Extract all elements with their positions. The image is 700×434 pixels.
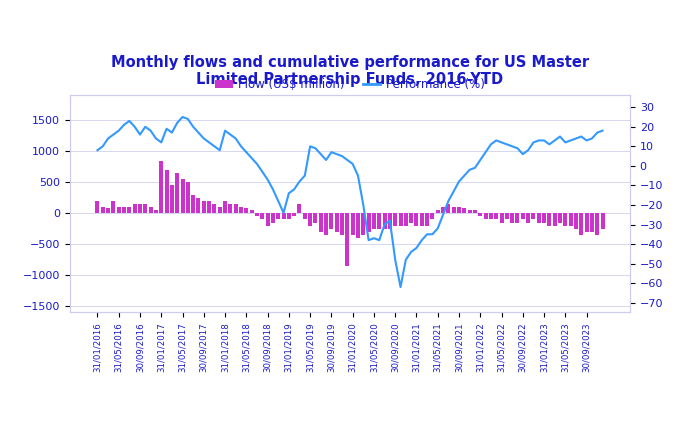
Bar xyxy=(340,213,344,235)
Bar xyxy=(356,213,360,238)
Bar xyxy=(547,213,552,226)
Bar xyxy=(526,213,530,223)
Bar xyxy=(414,213,419,226)
Bar xyxy=(335,213,339,232)
Bar xyxy=(393,213,397,226)
Bar xyxy=(250,210,253,213)
Bar xyxy=(197,198,200,213)
Bar xyxy=(462,208,466,213)
Bar xyxy=(601,213,605,229)
Bar xyxy=(106,208,110,213)
Bar xyxy=(281,213,286,220)
Bar xyxy=(500,213,503,223)
Bar xyxy=(351,213,355,235)
Bar xyxy=(447,204,450,213)
Bar xyxy=(154,210,158,213)
Bar xyxy=(122,207,126,213)
Bar xyxy=(308,213,312,226)
Bar xyxy=(478,213,482,217)
Bar xyxy=(494,213,498,220)
Bar xyxy=(531,213,536,220)
Bar xyxy=(435,210,440,213)
Bar xyxy=(111,201,116,213)
Bar xyxy=(580,213,583,235)
Bar xyxy=(441,207,445,213)
Title: Monthly flows and cumulative performance for US Master
Limited Partnership Funds: Monthly flows and cumulative performance… xyxy=(111,55,589,87)
Bar xyxy=(521,213,525,220)
Bar xyxy=(318,213,323,232)
Bar xyxy=(410,213,413,223)
Bar xyxy=(191,195,195,213)
Bar xyxy=(377,213,382,229)
Bar xyxy=(324,213,328,235)
Legend: Flow (US$ million), Performance (%): Flow (US$ million), Performance (%) xyxy=(210,73,490,95)
Bar xyxy=(160,161,163,213)
Bar xyxy=(558,213,562,223)
Bar xyxy=(564,213,567,226)
Bar xyxy=(265,213,270,226)
Bar xyxy=(164,170,169,213)
Bar xyxy=(515,213,519,223)
Bar xyxy=(244,208,248,213)
Bar xyxy=(133,204,136,213)
Bar xyxy=(212,204,216,213)
Bar xyxy=(361,213,365,235)
Bar xyxy=(383,213,386,229)
Bar xyxy=(489,213,493,220)
Bar xyxy=(404,213,408,226)
Bar xyxy=(127,207,132,213)
Bar xyxy=(95,201,99,213)
Bar xyxy=(430,213,435,220)
Bar xyxy=(420,213,424,226)
Bar xyxy=(595,213,599,235)
Bar xyxy=(388,213,392,229)
Bar xyxy=(452,207,456,213)
Bar xyxy=(468,210,472,213)
Bar xyxy=(425,213,429,226)
Bar xyxy=(228,204,232,213)
Bar xyxy=(568,213,573,226)
Bar xyxy=(542,213,546,223)
Bar xyxy=(473,210,477,213)
Bar xyxy=(175,173,179,213)
Bar xyxy=(590,213,594,232)
Bar xyxy=(345,213,349,266)
Bar xyxy=(287,213,290,220)
Bar xyxy=(117,207,120,213)
Bar xyxy=(510,213,514,223)
Bar xyxy=(186,182,190,213)
Bar xyxy=(484,213,488,220)
Bar xyxy=(584,213,589,232)
Bar xyxy=(292,213,296,217)
Bar xyxy=(271,213,275,223)
Bar xyxy=(330,213,333,229)
Bar xyxy=(372,213,376,229)
Bar xyxy=(298,204,302,213)
Bar xyxy=(202,201,206,213)
Bar xyxy=(181,179,185,213)
Bar xyxy=(144,204,147,213)
Bar xyxy=(505,213,509,220)
Bar xyxy=(276,213,280,220)
Bar xyxy=(457,207,461,213)
Bar xyxy=(101,207,105,213)
Bar xyxy=(367,213,370,232)
Bar xyxy=(255,213,259,217)
Bar xyxy=(260,213,265,220)
Bar xyxy=(148,207,153,213)
Bar xyxy=(398,213,402,226)
Bar xyxy=(170,185,174,213)
Bar xyxy=(234,204,238,213)
Bar xyxy=(223,201,227,213)
Bar xyxy=(239,207,243,213)
Bar xyxy=(553,213,556,226)
Bar xyxy=(138,204,142,213)
Bar xyxy=(574,213,578,229)
Bar xyxy=(303,213,307,220)
Bar xyxy=(314,213,317,223)
Bar xyxy=(537,213,540,223)
Bar xyxy=(207,201,211,213)
Bar xyxy=(218,207,222,213)
